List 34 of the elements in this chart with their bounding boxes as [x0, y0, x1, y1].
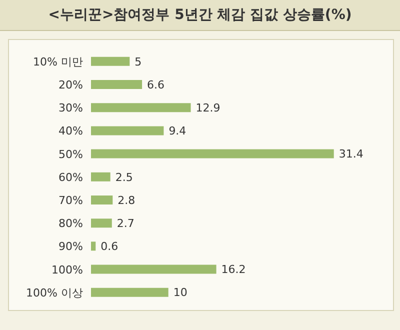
data-label: 2.8 [118, 194, 136, 207]
bar [91, 264, 216, 274]
bar [91, 218, 112, 228]
data-label: 6.6 [147, 78, 165, 92]
data-label: 2.5 [115, 170, 133, 184]
y-tick-label: 40% [58, 124, 83, 138]
data-label: 31.4 [338, 148, 364, 161]
bar [91, 56, 130, 66]
data-label: 0.6 [100, 240, 118, 254]
y-tick-label: 100% 이상 [26, 286, 83, 300]
bar [91, 149, 334, 158]
y-tick-label: 10% 미만 [33, 55, 83, 68]
data-label: 9.4 [168, 124, 186, 138]
y-tick-label: 80% [58, 217, 83, 230]
data-label: 2.7 [116, 216, 134, 230]
data-label: 16.2 [221, 263, 246, 276]
data-label: 12.9 [196, 102, 220, 115]
bar [91, 172, 110, 182]
y-tick-label: 30% [58, 102, 83, 115]
bar [91, 242, 96, 251]
y-tick-label: 50% [58, 148, 83, 161]
y-tick-label: 100% [52, 263, 83, 276]
data-label: 10 [173, 286, 188, 300]
bar [91, 288, 168, 297]
y-tick-label: 90% [58, 240, 83, 254]
bar [91, 103, 191, 112]
bar [91, 195, 113, 204]
y-tick-label: 20% [58, 78, 83, 92]
y-tick-label: 70% [58, 194, 83, 207]
bar [91, 126, 164, 136]
chart-title: <누리꾼>참여정부 5년간 체감 집값 상승률(%) [0, 0, 400, 31]
y-tick-label: 60% [58, 170, 83, 184]
data-label: 5 [134, 55, 142, 68]
bar [91, 80, 142, 90]
